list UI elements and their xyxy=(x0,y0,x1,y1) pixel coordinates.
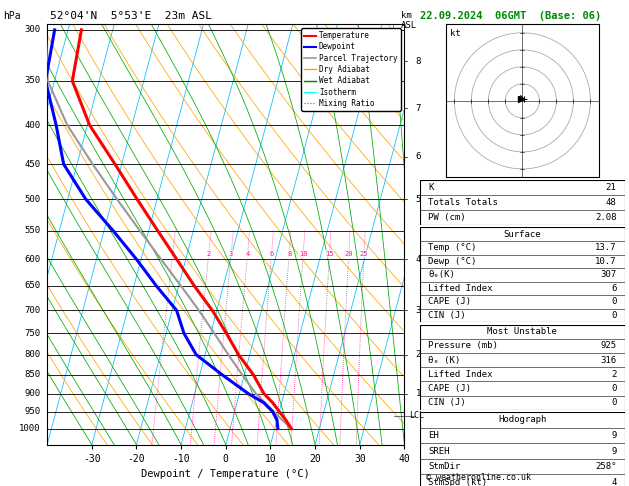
Text: Lifted Index: Lifted Index xyxy=(428,370,493,379)
Text: Surface: Surface xyxy=(504,230,541,239)
Text: θₑ (K): θₑ (K) xyxy=(428,356,460,364)
Text: StmDir: StmDir xyxy=(428,462,460,471)
Text: CAPE (J): CAPE (J) xyxy=(428,384,471,393)
Text: 20: 20 xyxy=(345,251,353,257)
Text: 6: 6 xyxy=(269,251,274,257)
Text: 925: 925 xyxy=(600,341,616,350)
Text: 8: 8 xyxy=(287,251,291,257)
Text: 307: 307 xyxy=(600,270,616,279)
Text: 13.7: 13.7 xyxy=(595,243,616,252)
Text: EH: EH xyxy=(428,431,439,440)
Text: 300: 300 xyxy=(25,25,40,35)
Text: K: K xyxy=(428,183,434,192)
Text: Most Unstable: Most Unstable xyxy=(487,327,557,336)
Text: 0: 0 xyxy=(611,311,616,320)
Text: 1000: 1000 xyxy=(19,424,40,433)
Text: © weatheronline.co.uk: © weatheronline.co.uk xyxy=(426,473,532,482)
Text: Dewp (°C): Dewp (°C) xyxy=(428,257,477,266)
Text: 22.09.2024  06GMT  (Base: 06): 22.09.2024 06GMT (Base: 06) xyxy=(420,11,601,21)
Text: 700: 700 xyxy=(25,306,40,315)
Text: Hodograph: Hodograph xyxy=(498,416,547,424)
Text: 6: 6 xyxy=(416,152,421,161)
Text: 7: 7 xyxy=(416,104,421,113)
Text: 2: 2 xyxy=(207,251,211,257)
Text: 8: 8 xyxy=(416,57,421,66)
Text: 2: 2 xyxy=(611,370,616,379)
Text: 10.7: 10.7 xyxy=(595,257,616,266)
Legend: Temperature, Dewpoint, Parcel Trajectory, Dry Adiabat, Wet Adiabat, Isotherm, Mi: Temperature, Dewpoint, Parcel Trajectory… xyxy=(301,28,401,111)
Text: SREH: SREH xyxy=(428,447,450,455)
Text: 4: 4 xyxy=(245,251,250,257)
Text: 850: 850 xyxy=(25,370,40,379)
Text: 6: 6 xyxy=(611,284,616,293)
Text: 800: 800 xyxy=(25,350,40,359)
Text: 52°04'N  5°53'E  23m ASL: 52°04'N 5°53'E 23m ASL xyxy=(50,11,213,21)
Text: CAPE (J): CAPE (J) xyxy=(428,297,471,306)
Text: 4: 4 xyxy=(416,255,421,264)
Text: LCL: LCL xyxy=(409,411,424,420)
Text: 3: 3 xyxy=(229,251,233,257)
Text: 2: 2 xyxy=(416,350,421,359)
Text: 0: 0 xyxy=(611,384,616,393)
Text: StmSpd (kt): StmSpd (kt) xyxy=(428,478,487,486)
Text: 500: 500 xyxy=(25,194,40,204)
Text: 750: 750 xyxy=(25,329,40,338)
Text: 5: 5 xyxy=(416,194,421,204)
Text: Totals Totals: Totals Totals xyxy=(428,198,498,207)
Text: 316: 316 xyxy=(600,356,616,364)
Text: Pressure (mb): Pressure (mb) xyxy=(428,341,498,350)
Text: 258°: 258° xyxy=(595,462,616,471)
Text: θₑ(K): θₑ(K) xyxy=(428,270,455,279)
Text: 350: 350 xyxy=(25,76,40,86)
Text: PW (cm): PW (cm) xyxy=(428,213,466,222)
Text: 600: 600 xyxy=(25,255,40,264)
Text: 1: 1 xyxy=(416,389,421,398)
Text: 950: 950 xyxy=(25,407,40,416)
Text: kt: kt xyxy=(450,29,461,38)
Text: hPa: hPa xyxy=(3,11,21,21)
Text: Temp (°C): Temp (°C) xyxy=(428,243,477,252)
Text: 9: 9 xyxy=(611,447,616,455)
Text: 450: 450 xyxy=(25,159,40,169)
Text: 25: 25 xyxy=(360,251,369,257)
Text: 550: 550 xyxy=(25,226,40,235)
Text: 400: 400 xyxy=(25,121,40,130)
X-axis label: Dewpoint / Temperature (°C): Dewpoint / Temperature (°C) xyxy=(142,469,310,479)
Text: CIN (J): CIN (J) xyxy=(428,398,466,407)
Text: 21: 21 xyxy=(606,183,616,192)
Text: 15: 15 xyxy=(325,251,334,257)
Text: 4: 4 xyxy=(611,478,616,486)
Text: 900: 900 xyxy=(25,389,40,398)
Text: 650: 650 xyxy=(25,281,40,291)
Text: 0: 0 xyxy=(611,398,616,407)
Text: 10: 10 xyxy=(299,251,308,257)
Text: km
ASL: km ASL xyxy=(401,11,418,30)
Text: 48: 48 xyxy=(606,198,616,207)
Text: CIN (J): CIN (J) xyxy=(428,311,466,320)
Text: 3: 3 xyxy=(416,306,421,315)
Text: 9: 9 xyxy=(611,431,616,440)
Text: 2.08: 2.08 xyxy=(595,213,616,222)
Text: 0: 0 xyxy=(611,297,616,306)
Text: Lifted Index: Lifted Index xyxy=(428,284,493,293)
Text: 1: 1 xyxy=(170,251,175,257)
